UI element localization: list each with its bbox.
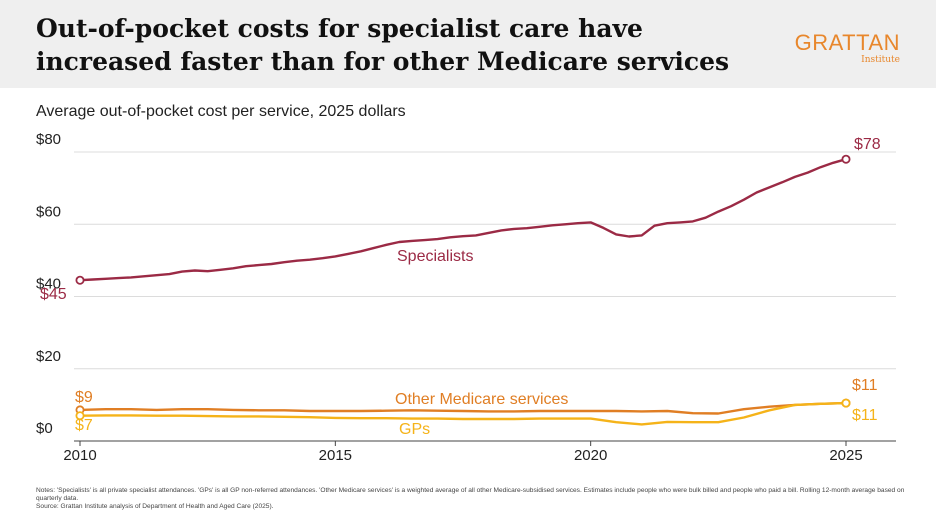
value-label: $9 <box>75 389 93 406</box>
x-tick-label: 2010 <box>63 447 96 464</box>
start-marker <box>75 411 85 421</box>
notes-text: Notes: 'Specialists' is all private spec… <box>36 487 905 502</box>
series-line-other-medicare-services <box>78 401 848 415</box>
x-tick-label: 2020 <box>574 447 607 464</box>
logo-wordmark: GRATTAN <box>794 30 900 55</box>
y-tick-label: $80 <box>36 131 61 148</box>
series-line-specialists <box>78 158 848 282</box>
start-marker <box>75 275 85 285</box>
value-label: $11 <box>852 407 878 424</box>
series-label: GPs <box>399 421 430 438</box>
chart-subtitle: Average out-of-pocket cost per service, … <box>36 103 406 120</box>
logo-subtitle: Institute <box>861 55 900 65</box>
y-tick-label: $0 <box>36 420 53 437</box>
series-line-gps <box>78 401 848 426</box>
header-band: Out-of-pocket costs for specialist care … <box>0 0 936 88</box>
end-marker <box>841 398 851 408</box>
y-tick-label: $20 <box>36 348 61 365</box>
value-label: $11 <box>852 377 878 394</box>
x-tick-label: 2015 <box>319 447 352 464</box>
y-tick-label: $60 <box>36 203 61 220</box>
series-label: Other Medicare services <box>395 391 568 408</box>
y-tick-label: $40 <box>36 276 61 293</box>
chart-title: Out-of-pocket costs for specialist care … <box>36 14 730 76</box>
end-marker <box>841 154 851 164</box>
grattan-logo: GRATTAN Institute <box>794 30 900 66</box>
value-label: $45 <box>40 286 67 303</box>
chart-notes: Notes: 'Specialists' is all private spec… <box>36 487 906 511</box>
value-label: $7 <box>75 417 93 434</box>
source-text: Source: Grattan Institute analysis of De… <box>36 503 274 510</box>
value-label: $78 <box>854 136 881 153</box>
series-label: Specialists <box>397 248 473 265</box>
x-tick-label: 2025 <box>829 447 862 464</box>
